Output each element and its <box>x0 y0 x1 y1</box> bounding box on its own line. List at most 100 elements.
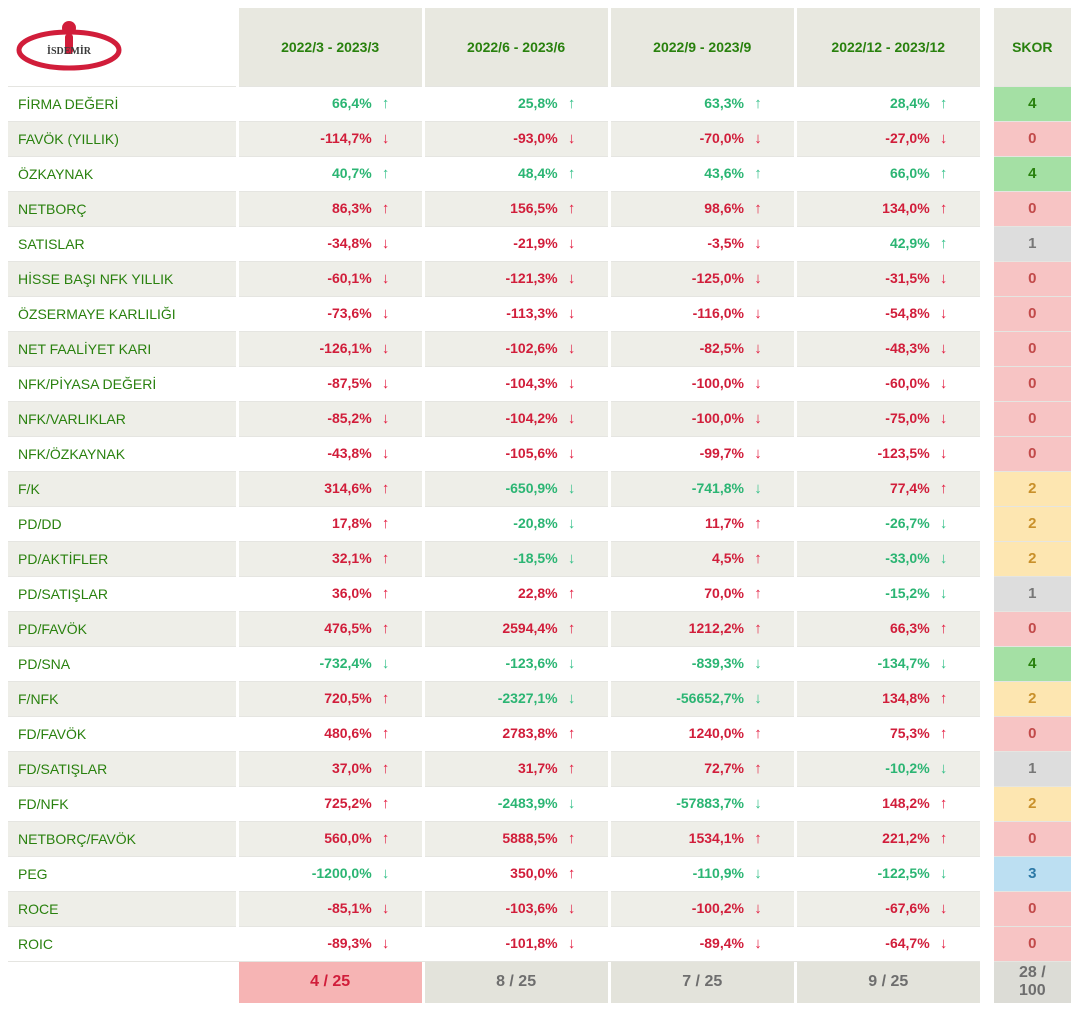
trend-arrow-icon: ↑ <box>750 725 766 742</box>
value-cell: 66,4%↑ <box>239 86 422 121</box>
trend-arrow-icon: ↓ <box>564 305 580 322</box>
table-row: ÖZSERMAYE KARLILIĞI-73,6%↓-113,3%↓-116,0… <box>8 296 980 331</box>
trend-arrow-icon: ↓ <box>750 270 766 287</box>
table-row: FİRMA DEĞERİ66,4%↑25,8%↑63,3%↑28,4%↑ <box>8 86 980 121</box>
trend-arrow-icon: ↑ <box>750 165 766 182</box>
table-row: FD/SATIŞLAR37,0%↑31,7%↑72,7%↑-10,2%↓ <box>8 751 980 786</box>
value-cell: -64,7%↓ <box>797 926 980 961</box>
trend-arrow-icon: ↑ <box>378 550 394 567</box>
skor-table: SKOR 404010000002221042012030028 / 100 <box>994 8 1071 1003</box>
trend-arrow-icon: ↓ <box>378 305 394 322</box>
value-cell: 75,3%↑ <box>797 716 980 751</box>
trend-arrow-icon: ↓ <box>936 375 952 392</box>
trend-arrow-icon: ↓ <box>564 900 580 917</box>
trend-arrow-icon: ↓ <box>750 935 766 952</box>
value-cell: -3,5%↓ <box>611 226 794 261</box>
trend-arrow-icon: ↑ <box>750 760 766 777</box>
value-cell: -82,5%↓ <box>611 331 794 366</box>
table-row: SATISLAR-34,8%↓-21,9%↓-3,5%↓42,9%↑ <box>8 226 980 261</box>
value-cell: 11,7%↑ <box>611 506 794 541</box>
skor-cell: 2 <box>994 786 1071 821</box>
trend-arrow-icon: ↑ <box>936 95 952 112</box>
table-row: HİSSE BAŞI NFK YILLIK-60,1%↓-121,3%↓-125… <box>8 261 980 296</box>
value-cell: 480,6%↑ <box>239 716 422 751</box>
metric-label: FD/FAVÖK <box>8 716 236 751</box>
value-cell: -104,2%↓ <box>425 401 608 436</box>
trend-arrow-icon: ↑ <box>378 585 394 602</box>
value-cell: -2483,9%↓ <box>425 786 608 821</box>
value-cell: -18,5%↓ <box>425 541 608 576</box>
value-cell: -93,0%↓ <box>425 121 608 156</box>
trend-arrow-icon: ↑ <box>936 200 952 217</box>
footer-row: 4 / 258 / 257 / 259 / 25 <box>8 961 980 1003</box>
value-cell: 221,2%↑ <box>797 821 980 856</box>
value-cell: -105,6%↓ <box>425 436 608 471</box>
trend-arrow-icon: ↑ <box>750 200 766 217</box>
trend-arrow-icon: ↓ <box>750 305 766 322</box>
value-cell: -33,0%↓ <box>797 541 980 576</box>
trend-arrow-icon: ↑ <box>378 830 394 847</box>
value-cell: -31,5%↓ <box>797 261 980 296</box>
trend-arrow-icon: ↓ <box>564 655 580 672</box>
metric-label: NFK/VARLIKLAR <box>8 401 236 436</box>
value-cell: -60,0%↓ <box>797 366 980 401</box>
value-cell: -104,3%↓ <box>425 366 608 401</box>
trend-arrow-icon: ↓ <box>750 865 766 882</box>
skor-cell: 4 <box>994 86 1071 121</box>
metric-label: NFK/PİYASA DEĞERİ <box>8 366 236 401</box>
metric-label: PD/SNA <box>8 646 236 681</box>
trend-arrow-icon: ↓ <box>750 795 766 812</box>
value-cell: 31,7%↑ <box>425 751 608 786</box>
trend-arrow-icon: ↓ <box>936 305 952 322</box>
value-cell: -100,2%↓ <box>611 891 794 926</box>
skor-cell: 1 <box>994 226 1071 261</box>
value-cell: 314,6%↑ <box>239 471 422 506</box>
value-cell: 148,2%↑ <box>797 786 980 821</box>
trend-arrow-icon: ↑ <box>936 795 952 812</box>
value-cell: -134,7%↓ <box>797 646 980 681</box>
value-cell: -1200,0%↓ <box>239 856 422 891</box>
value-cell: 28,4%↑ <box>797 86 980 121</box>
trend-arrow-icon: ↑ <box>564 95 580 112</box>
value-cell: -103,6%↓ <box>425 891 608 926</box>
value-cell: -99,7%↓ <box>611 436 794 471</box>
skor-cell: 0 <box>994 401 1071 436</box>
metric-label: PD/AKTİFLER <box>8 541 236 576</box>
trend-arrow-icon: ↑ <box>378 620 394 637</box>
value-cell: -10,2%↓ <box>797 751 980 786</box>
trend-arrow-icon: ↑ <box>564 830 580 847</box>
skor-cell: 0 <box>994 121 1071 156</box>
value-cell: 350,0%↑ <box>425 856 608 891</box>
trend-arrow-icon: ↑ <box>750 515 766 532</box>
trend-arrow-icon: ↓ <box>378 235 394 252</box>
trend-arrow-icon: ↑ <box>936 690 952 707</box>
metric-label: FAVÖK (YILLIK) <box>8 121 236 156</box>
value-cell: -34,8%↓ <box>239 226 422 261</box>
value-cell: 725,2%↑ <box>239 786 422 821</box>
trend-arrow-icon: ↓ <box>936 760 952 777</box>
trend-arrow-icon: ↑ <box>936 235 952 252</box>
trend-arrow-icon: ↓ <box>750 690 766 707</box>
value-cell: 1240,0%↑ <box>611 716 794 751</box>
metric-label: PEG <box>8 856 236 891</box>
trend-arrow-icon: ↓ <box>564 690 580 707</box>
metrics-table: İSDEMİR 2022/3 - 2023/3 2022/6 - 2023/6 … <box>8 8 980 1003</box>
metric-label: NETBORÇ <box>8 191 236 226</box>
value-cell: 70,0%↑ <box>611 576 794 611</box>
trend-arrow-icon: ↓ <box>564 935 580 952</box>
company-logo: İSDEMİR <box>14 18 124 72</box>
skor-cell: 4 <box>994 646 1071 681</box>
svg-text:İSDEMİR: İSDEMİR <box>47 45 92 57</box>
skor-cell: 2 <box>994 681 1071 716</box>
trend-arrow-icon: ↑ <box>564 865 580 882</box>
skor-cell: 0 <box>994 296 1071 331</box>
value-cell: 86,3%↑ <box>239 191 422 226</box>
value-cell: 32,1%↑ <box>239 541 422 576</box>
table-row: FD/FAVÖK480,6%↑2783,8%↑1240,0%↑75,3%↑ <box>8 716 980 751</box>
value-cell: -60,1%↓ <box>239 261 422 296</box>
trend-arrow-icon: ↑ <box>936 620 952 637</box>
value-cell: -21,9%↓ <box>425 226 608 261</box>
value-cell: 63,3%↑ <box>611 86 794 121</box>
period-header-1: 2022/6 - 2023/6 <box>425 8 608 86</box>
trend-arrow-icon: ↓ <box>936 445 952 462</box>
